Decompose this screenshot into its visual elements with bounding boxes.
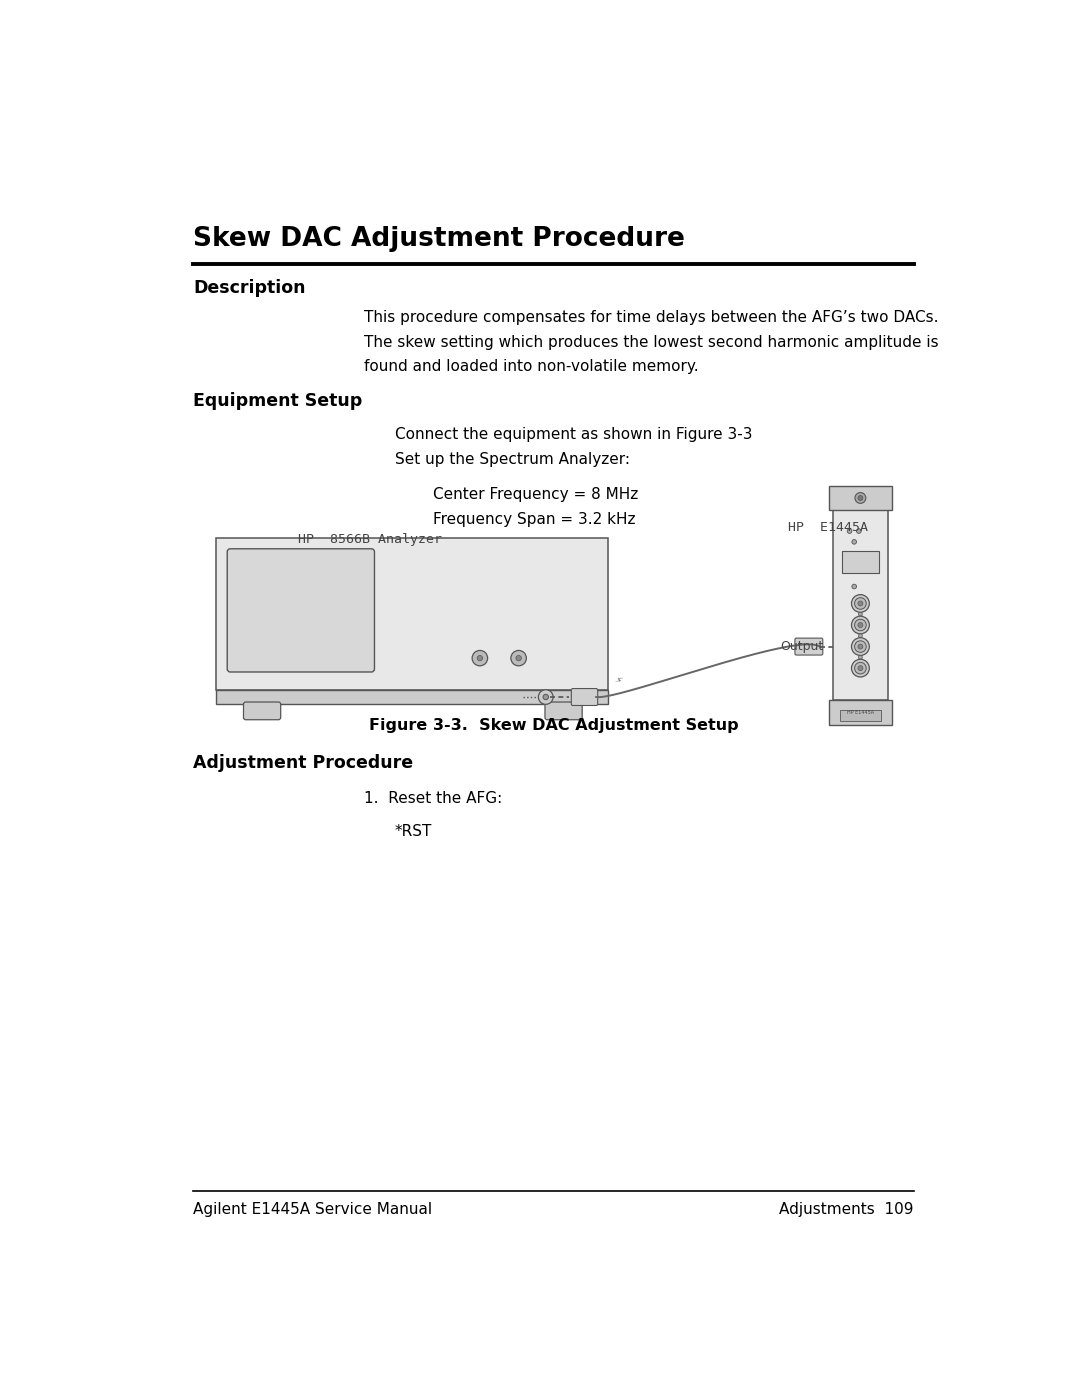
Text: found and loaded into non-volatile memory.: found and loaded into non-volatile memor… — [364, 359, 699, 374]
Bar — [554, 693, 572, 701]
Circle shape — [539, 690, 553, 704]
FancyBboxPatch shape — [227, 549, 375, 672]
Circle shape — [859, 655, 862, 659]
Circle shape — [847, 529, 852, 534]
Text: HP  E1445A: HP E1445A — [787, 521, 867, 534]
Text: Set up the Spectrum Analyzer:: Set up the Spectrum Analyzer: — [394, 451, 630, 467]
Circle shape — [856, 529, 861, 534]
FancyBboxPatch shape — [545, 703, 582, 719]
Circle shape — [858, 601, 863, 606]
Text: Figure 3-3.  Skew DAC Adjustment Setup: Figure 3-3. Skew DAC Adjustment Setup — [368, 718, 739, 733]
FancyBboxPatch shape — [243, 703, 281, 719]
Circle shape — [855, 493, 866, 503]
Circle shape — [859, 612, 862, 616]
Text: Adjustment Procedure: Adjustment Procedure — [193, 754, 414, 773]
Circle shape — [858, 644, 863, 650]
FancyBboxPatch shape — [571, 689, 597, 705]
Text: This procedure compensates for time delays between the AFG’s two DACs.: This procedure compensates for time dela… — [364, 310, 939, 326]
Text: Description: Description — [193, 279, 306, 298]
Bar — [828, 700, 892, 725]
Circle shape — [543, 694, 549, 700]
Circle shape — [858, 666, 863, 671]
Circle shape — [854, 598, 866, 609]
Bar — [216, 538, 608, 690]
Circle shape — [854, 619, 866, 631]
Text: Frequency Span = 3.2 kHz: Frequency Span = 3.2 kHz — [433, 511, 636, 527]
Circle shape — [854, 662, 866, 673]
Bar — [833, 510, 889, 700]
Text: Adjustments  109: Adjustments 109 — [780, 1201, 914, 1217]
FancyBboxPatch shape — [840, 710, 880, 721]
Text: *RST: *RST — [394, 824, 432, 838]
Circle shape — [858, 496, 863, 500]
Circle shape — [852, 539, 856, 545]
Circle shape — [516, 655, 522, 661]
Circle shape — [851, 595, 869, 612]
Bar — [828, 486, 892, 510]
Text: Center Frequency = 8 MHz: Center Frequency = 8 MHz — [433, 488, 638, 502]
Circle shape — [851, 616, 869, 634]
Circle shape — [851, 637, 869, 655]
Circle shape — [852, 584, 856, 588]
Text: Connect the equipment as shown in Figure 3-3: Connect the equipment as shown in Figure… — [394, 427, 752, 441]
Circle shape — [851, 659, 869, 678]
Text: Agilent E1445A Service Manual: Agilent E1445A Service Manual — [193, 1201, 432, 1217]
FancyBboxPatch shape — [841, 550, 879, 573]
Text: ⚡: ⚡ — [612, 673, 623, 686]
Text: Skew DAC Adjustment Procedure: Skew DAC Adjustment Procedure — [193, 225, 685, 251]
Text: Output: Output — [780, 640, 823, 652]
Circle shape — [511, 651, 526, 666]
Circle shape — [858, 623, 863, 627]
Text: Equipment Setup: Equipment Setup — [193, 393, 363, 411]
Circle shape — [472, 651, 488, 666]
Text: HP E1445A: HP E1445A — [847, 710, 874, 715]
Circle shape — [477, 655, 483, 661]
FancyBboxPatch shape — [795, 638, 823, 655]
Circle shape — [854, 641, 866, 652]
Bar — [216, 690, 608, 704]
Text: The skew setting which produces the lowest second harmonic amplitude is: The skew setting which produces the lowe… — [364, 335, 939, 349]
Text: 1.  Reset the AFG:: 1. Reset the AFG: — [364, 791, 502, 806]
Text: HP  8566B Analyzer: HP 8566B Analyzer — [298, 534, 442, 546]
Circle shape — [859, 634, 862, 637]
